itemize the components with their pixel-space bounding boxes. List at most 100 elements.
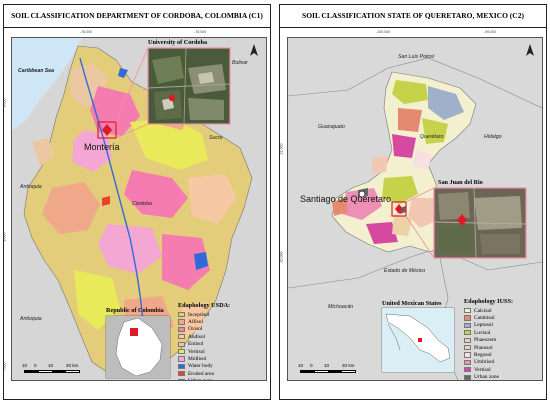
hidalgo-label: Hidalgo: [484, 134, 502, 140]
san-luis-potosi-label: San Luis Potosí: [398, 54, 435, 60]
legend-item: Vertisol: [464, 366, 513, 373]
queretaro-highlight: [418, 338, 422, 342]
side-tick-3: 7.000: [2, 362, 7, 372]
top-tick-1: -76.000: [80, 30, 93, 34]
antioquia-low-label: Antioquia: [20, 316, 42, 322]
legend-label: Water body: [188, 363, 213, 370]
sea-area: [12, 38, 82, 130]
water-body: [194, 252, 208, 270]
legend-item: Oxisol: [178, 326, 230, 333]
legend-item: Planosol: [464, 344, 513, 351]
colombia-outline: [115, 317, 163, 377]
legend-swatch: [464, 308, 471, 314]
legend-label: Eroded area: [188, 370, 214, 377]
san-juan-del-rio-photo: [433, 187, 527, 259]
queretaro-label: Querétaro: [420, 134, 444, 140]
legend-label: Calcisol: [474, 307, 492, 314]
legend-swatch: [464, 315, 471, 321]
legend-label: Regosol: [474, 352, 492, 359]
study-area-box: [97, 121, 117, 139]
legend-swatch: [464, 359, 471, 366]
legend-label: Andisol: [188, 333, 206, 340]
queretaro-panel-title: SOIL CLASSIFICATION STATE OF QUERETARO, …: [280, 5, 546, 28]
legend-rows: Inceptisol Alfisol Oxisol Andisol Entisol Ver…: [178, 311, 230, 380]
legend-label: Mollisol: [188, 356, 207, 363]
legend-item: Luvisol: [464, 329, 513, 336]
queretaro-map-panel: SOIL CLASSIFICATION STATE OF QUERETARO, …: [279, 4, 547, 400]
study-point-marker: [395, 204, 403, 214]
cordoba-label: Córdoba: [132, 201, 152, 207]
colombia-inset-title: Republic of Colombia: [106, 307, 164, 314]
side-tick-2: 20.000: [279, 251, 284, 263]
legend-item: Phaeozem: [464, 337, 513, 344]
legend-label: Luvisol: [474, 329, 491, 336]
guanajuato-label: Guanajuato: [318, 124, 345, 130]
legend-label: Entisol: [188, 341, 204, 348]
scale-label-0: 10: [22, 363, 28, 368]
legend-label: Phaeozem: [474, 337, 497, 344]
scale-label-0: 10: [298, 363, 304, 368]
side-tick-1: 9.000: [2, 98, 7, 108]
legend-swatch: [464, 345, 471, 351]
antioquia-mid-label: Antioquia: [20, 184, 42, 190]
study-point-marker: [102, 124, 112, 136]
legend-rows: Calcisol Cambisol Leptosol Luvisol Phaeozem P…: [464, 307, 513, 380]
north-arrow-icon: [250, 44, 258, 56]
cordoba-map-panel: SOIL CLASSIFICATION DEPARTMENT OF CORDOB…: [3, 4, 271, 400]
top-tick-1: -100.000: [376, 30, 391, 34]
sinu-river: [79, 57, 145, 339]
legend-swatch: [464, 374, 471, 380]
legend-swatch: [464, 330, 471, 336]
cordoba-map-graphic: [12, 38, 266, 380]
scale-label-3: 20 km: [66, 363, 79, 368]
legend-swatch: [178, 312, 185, 318]
legend-item: Urban zone: [178, 378, 230, 380]
eroded-area: [102, 196, 110, 206]
mexico-inset-title: United Mexican States: [382, 300, 442, 307]
legend-label: Cambisol: [474, 315, 495, 322]
scale-label-1: 0: [310, 363, 313, 368]
university-of-cordoba-photo: [147, 47, 231, 125]
legend-label: Leptosol: [474, 322, 493, 329]
scale-label-2: 10: [324, 363, 330, 368]
legend-swatch: [178, 349, 185, 355]
monteria-city-label: Montería: [84, 142, 120, 152]
legend-item: Alfisol: [178, 318, 230, 325]
legend-label: Planosol: [474, 344, 493, 351]
photo-title: University of Cordoba: [148, 39, 208, 46]
sucre-label: Sucre: [209, 135, 223, 141]
side-tick-2: 8.000: [2, 232, 7, 242]
legend-swatch: [464, 337, 471, 343]
cordoba-panel-title: SOIL CLASSIFICATION DEPARTMENT OF CORDOB…: [4, 5, 270, 28]
queretaro-map-graphic: [288, 38, 542, 380]
legend-item: Water body: [178, 363, 230, 370]
legend-swatch: [178, 319, 185, 325]
michoacan-label: Michoacán: [328, 304, 354, 310]
san-juan-marker: [457, 214, 467, 226]
scale-label-2: 10: [48, 363, 54, 368]
legend-item: Vertisol: [178, 348, 230, 355]
legend-title: Edaphology USDA:: [178, 302, 231, 309]
iuss-legend: Edaphology IUSS: Calcisol Cambisol Leptoso…: [464, 298, 513, 380]
legend-swatch: [178, 363, 185, 370]
legend-label: Oxisol: [188, 326, 203, 333]
cordoba-map: Caribbean Sea Bolivar Sucre Antioquia An…: [11, 37, 267, 381]
legend-swatch: [178, 356, 185, 362]
cordoba-highlight: [130, 328, 138, 336]
legend-label: Urban zone: [188, 378, 213, 380]
legend-item: Cambisol: [464, 314, 513, 321]
mexico-inset-map: [381, 307, 455, 373]
legend-item: Eroded area: [178, 370, 230, 377]
legend-item: Umbrisol: [464, 359, 513, 366]
legend-label: Inceptisol: [188, 311, 210, 318]
legend-swatch: [178, 371, 185, 377]
legend-swatch: [464, 352, 471, 358]
usda-legend: Edaphology USDA: Inceptisol Alfisol Oxisol…: [178, 302, 231, 380]
legend-label: Vertisol: [188, 348, 205, 355]
scale-bar: [24, 370, 80, 373]
photo-title: San Juan del Rio: [438, 179, 483, 186]
legend-item: Mollisol: [178, 355, 230, 362]
legend-item: Inceptisol: [178, 311, 230, 318]
santiago-de-queretaro-label: Santiago de Queretaro: [300, 194, 392, 204]
legend-swatch: [178, 341, 185, 347]
